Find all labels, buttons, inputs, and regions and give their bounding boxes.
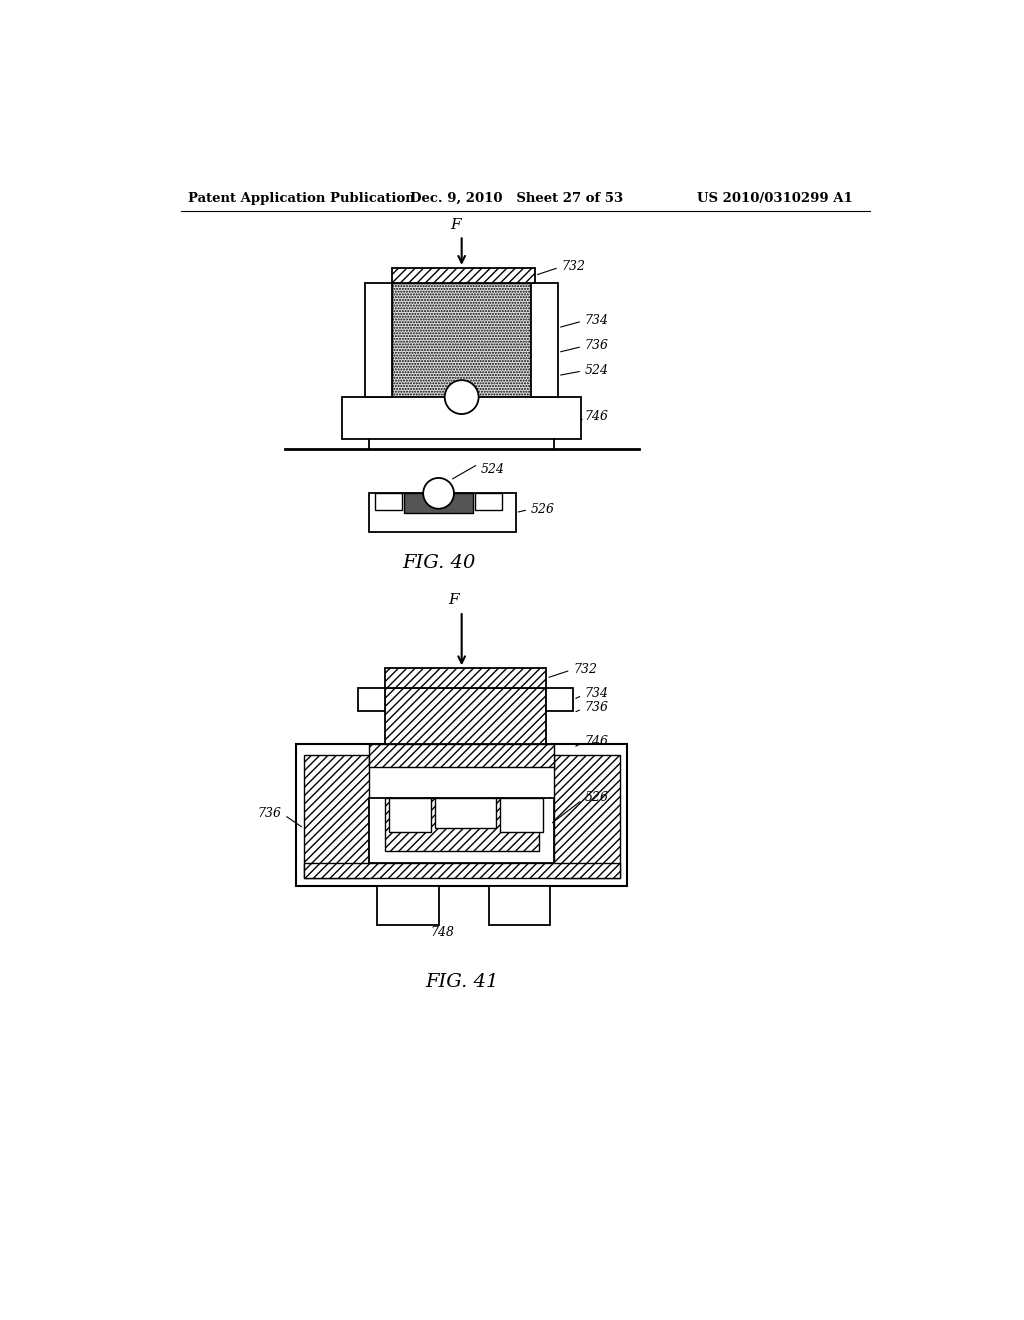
Text: FIG. 40: FIG. 40 bbox=[401, 553, 475, 572]
Text: 736: 736 bbox=[575, 701, 609, 714]
Text: F: F bbox=[449, 593, 460, 607]
Text: 526: 526 bbox=[552, 792, 609, 822]
Text: 736: 736 bbox=[258, 807, 301, 826]
Bar bbox=[366, 284, 392, 397]
Circle shape bbox=[444, 380, 478, 414]
Bar bbox=[376, 494, 402, 511]
Bar bbox=[304, 755, 370, 878]
Text: 524: 524 bbox=[560, 364, 609, 378]
Text: 526: 526 bbox=[518, 503, 555, 516]
Bar bbox=[357, 688, 385, 711]
Text: 748: 748 bbox=[431, 920, 455, 939]
Bar bbox=[554, 755, 620, 878]
Bar bbox=[304, 863, 620, 878]
Bar bbox=[531, 284, 558, 397]
Bar bbox=[388, 797, 431, 832]
Bar bbox=[377, 886, 438, 924]
Text: 746: 746 bbox=[581, 411, 609, 424]
Bar bbox=[392, 268, 535, 284]
Bar bbox=[385, 688, 547, 743]
Bar bbox=[342, 397, 581, 440]
Text: Patent Application Publication: Patent Application Publication bbox=[188, 191, 415, 205]
Bar bbox=[500, 797, 543, 832]
Text: 746: 746 bbox=[575, 735, 609, 748]
Bar bbox=[385, 668, 547, 688]
Circle shape bbox=[423, 478, 454, 508]
Bar bbox=[370, 797, 554, 863]
Text: 734: 734 bbox=[560, 314, 609, 327]
Bar bbox=[370, 743, 554, 767]
Text: 732: 732 bbox=[549, 663, 597, 677]
Text: 734: 734 bbox=[575, 688, 609, 701]
Bar bbox=[435, 797, 497, 829]
Text: Dec. 9, 2010   Sheet 27 of 53: Dec. 9, 2010 Sheet 27 of 53 bbox=[410, 191, 624, 205]
Text: FIG. 41: FIG. 41 bbox=[425, 973, 499, 991]
Bar bbox=[385, 797, 539, 851]
Text: 524: 524 bbox=[453, 462, 505, 479]
Text: 736: 736 bbox=[560, 339, 609, 352]
Text: 732: 732 bbox=[538, 260, 586, 275]
Bar bbox=[296, 743, 628, 886]
Bar bbox=[392, 284, 531, 397]
Bar bbox=[547, 688, 573, 711]
Bar bbox=[488, 886, 550, 924]
Bar bbox=[403, 494, 473, 512]
Text: US 2010/0310299 A1: US 2010/0310299 A1 bbox=[696, 191, 852, 205]
Bar bbox=[370, 494, 515, 532]
Bar bbox=[475, 494, 502, 511]
Text: F: F bbox=[451, 218, 461, 231]
